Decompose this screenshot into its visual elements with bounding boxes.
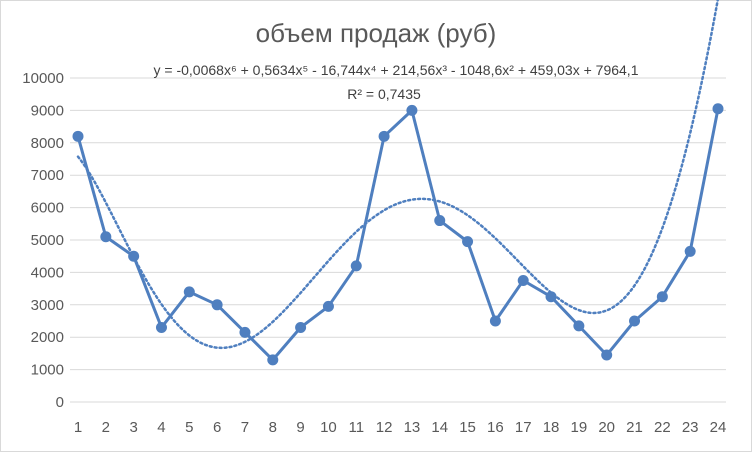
data-point [239, 326, 251, 338]
y-tick-label: 3000 [31, 297, 64, 314]
y-tick-label: 7000 [31, 167, 64, 184]
y-tick-label: 4000 [31, 264, 64, 281]
y-tick-label: 1000 [31, 362, 64, 379]
x-tick-label: 22 [654, 419, 671, 436]
data-point [684, 245, 696, 257]
data-point [545, 291, 557, 303]
x-tick-label: 11 [348, 419, 364, 436]
data-point [573, 320, 585, 332]
y-tick-label: 6000 [31, 200, 64, 217]
x-tick-label: 3 [129, 419, 137, 436]
trendline-r2: R² = 0,7435 [347, 86, 421, 102]
x-tick-label: 13 [404, 419, 421, 436]
x-tick-label: 12 [376, 419, 393, 436]
x-tick-label: 7 [241, 419, 249, 436]
x-tick-label: 23 [682, 419, 699, 436]
data-point [434, 215, 446, 227]
y-tick-label: 9000 [31, 102, 64, 119]
data-point [406, 104, 418, 116]
data-point [629, 315, 641, 327]
data-point [72, 130, 84, 142]
data-point [712, 103, 724, 115]
chart-title: объем продаж (руб) [255, 18, 497, 48]
series-line [76, 108, 720, 362]
x-tick-label: 16 [487, 419, 504, 436]
data-point [128, 250, 140, 262]
data-point [350, 260, 362, 272]
data-point [656, 291, 668, 303]
x-tick-label: 2 [102, 419, 110, 436]
data-point [489, 315, 501, 327]
y-tick-label: 5000 [31, 232, 64, 249]
y-tick-label: 0 [56, 394, 64, 411]
x-tick-label: 18 [543, 419, 560, 436]
data-point [100, 231, 112, 243]
data-point [322, 300, 334, 312]
x-tick-label: 5 [185, 419, 193, 436]
x-tick-label: 17 [515, 419, 532, 436]
trendline-equation: y = -0,0068x⁶ + 0,5634x⁵ - 16,744x⁴ + 21… [154, 62, 639, 78]
trendline [76, 0, 720, 350]
data-point [462, 236, 474, 248]
data-point [517, 275, 529, 286]
x-tick-label: 6 [213, 419, 221, 436]
data-point [183, 286, 195, 298]
x-tick-label: 15 [459, 419, 476, 436]
y-tick-label: 10000 [22, 70, 64, 87]
x-tick-label: 1 [74, 419, 82, 436]
y-tick-label: 2000 [31, 329, 64, 346]
x-tick-label: 21 [626, 419, 643, 436]
x-tick-label: 8 [269, 419, 277, 436]
x-tick-label: 4 [157, 419, 165, 436]
data-point [211, 299, 223, 311]
y-tick-label: 8000 [31, 135, 64, 152]
data-point [378, 130, 390, 142]
x-tick-label: 20 [598, 419, 615, 436]
x-tick-label: 9 [296, 419, 304, 436]
x-tick-label: 14 [431, 419, 448, 436]
data-point [267, 354, 279, 366]
data-point [295, 321, 307, 333]
data-point [155, 321, 167, 333]
x-tick-label: 19 [571, 419, 588, 436]
x-tick-label: 10 [320, 419, 337, 436]
data-point [601, 349, 613, 361]
x-tick-label: 24 [710, 419, 727, 436]
